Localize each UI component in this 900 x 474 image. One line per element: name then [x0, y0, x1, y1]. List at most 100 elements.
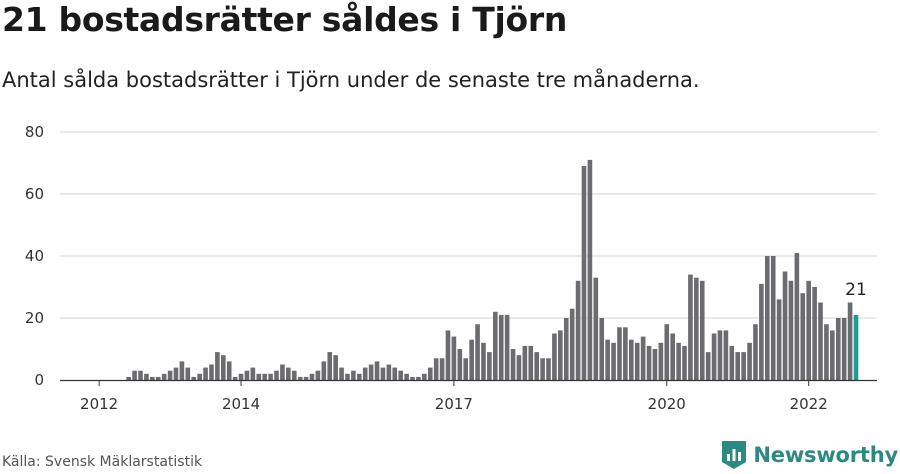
bar: [741, 352, 746, 380]
bar: [824, 324, 829, 380]
bar: [676, 342, 681, 380]
bar: [818, 302, 823, 380]
bar: [558, 330, 563, 380]
bar: [321, 361, 327, 380]
bar: [723, 330, 729, 380]
bar: [238, 373, 244, 380]
bar: [291, 370, 297, 380]
bar: [256, 373, 262, 380]
bar: [398, 370, 403, 380]
bar: [215, 352, 220, 380]
y-tick-label: 40: [25, 247, 44, 265]
bar: [759, 283, 764, 380]
gridlines: [60, 131, 877, 319]
bar: [705, 352, 711, 380]
bar: [617, 327, 622, 380]
brand-logo[interactable]: Newsworthy: [721, 440, 898, 470]
bar: [155, 376, 161, 380]
bar: [173, 367, 179, 380]
bar: [664, 324, 670, 380]
bar: [262, 373, 267, 380]
bar: [534, 352, 539, 380]
bar: [646, 345, 652, 380]
bar: [315, 370, 321, 380]
bar: [221, 355, 226, 380]
bar: [374, 361, 380, 380]
bar: [451, 336, 457, 380]
bar: [611, 342, 616, 380]
bar: [516, 355, 522, 380]
bar: [309, 373, 315, 380]
bar: [463, 358, 469, 380]
bar: [457, 349, 463, 380]
bar: [126, 376, 131, 380]
bar: [404, 373, 409, 380]
bar: [670, 333, 675, 380]
bar: [339, 367, 344, 380]
bar: [841, 318, 847, 380]
brand-name: Newsworthy: [753, 443, 898, 467]
bar: [386, 364, 392, 380]
bar: [286, 367, 291, 380]
bar: [185, 367, 191, 380]
bar: [546, 358, 551, 380]
y-axis-ticks: 0 20 40 60 80: [25, 123, 44, 389]
bar: [682, 345, 687, 380]
bar: [392, 367, 398, 380]
bar: [439, 358, 445, 380]
bar: [694, 277, 699, 380]
bar: [658, 342, 664, 380]
bar: [735, 352, 741, 380]
x-tick-label: 2022: [790, 395, 828, 413]
bar: [280, 364, 285, 380]
bar: [167, 370, 173, 380]
bar: [729, 345, 735, 380]
bar: [699, 280, 705, 380]
bar: [475, 324, 480, 380]
bar: [528, 345, 534, 380]
bar: [830, 330, 835, 380]
bar: [161, 373, 167, 380]
bar: [504, 314, 510, 380]
bar: [765, 256, 770, 380]
bar: [209, 364, 214, 380]
bar: [605, 339, 610, 380]
bar: [623, 327, 628, 380]
x-tick-label: 2014: [222, 395, 260, 413]
annotations: 21: [845, 280, 867, 300]
y-tick-label: 0: [34, 371, 44, 389]
bar: [747, 342, 752, 380]
bar: [416, 376, 421, 380]
bar: [203, 367, 208, 380]
bar: [138, 370, 143, 380]
bar: [362, 367, 368, 380]
bar: [469, 339, 474, 380]
bar: [552, 333, 557, 380]
bar: [800, 293, 806, 380]
bar: [327, 352, 333, 380]
bar: [144, 373, 149, 380]
bar: [493, 311, 498, 380]
bar: [297, 376, 303, 380]
chart-title: 21 bostadsrätter såldes i Tjörn: [2, 0, 568, 39]
source-note: Källa: Svensk Mäklarstatistik: [2, 454, 203, 470]
bar: [498, 314, 504, 380]
latest-value-label: 21: [845, 280, 867, 300]
bar: [788, 280, 794, 380]
bar: [634, 342, 640, 380]
bar: [351, 370, 356, 380]
bar: [250, 367, 256, 380]
bar: [150, 376, 155, 380]
x-tick-label: 2012: [80, 395, 118, 413]
bar: [345, 373, 350, 380]
bar: [132, 370, 137, 380]
bar: [776, 299, 782, 380]
bar: [433, 358, 439, 380]
bar-latest: [853, 314, 859, 380]
bar: [510, 349, 516, 380]
x-tick-label: 2020: [648, 395, 686, 413]
bar: [569, 308, 575, 380]
bar-chart: 0 20 40 60 80 2012 2014 2017 2020 2022 21: [25, 123, 877, 413]
bar: [812, 287, 817, 380]
bar: [427, 367, 433, 380]
